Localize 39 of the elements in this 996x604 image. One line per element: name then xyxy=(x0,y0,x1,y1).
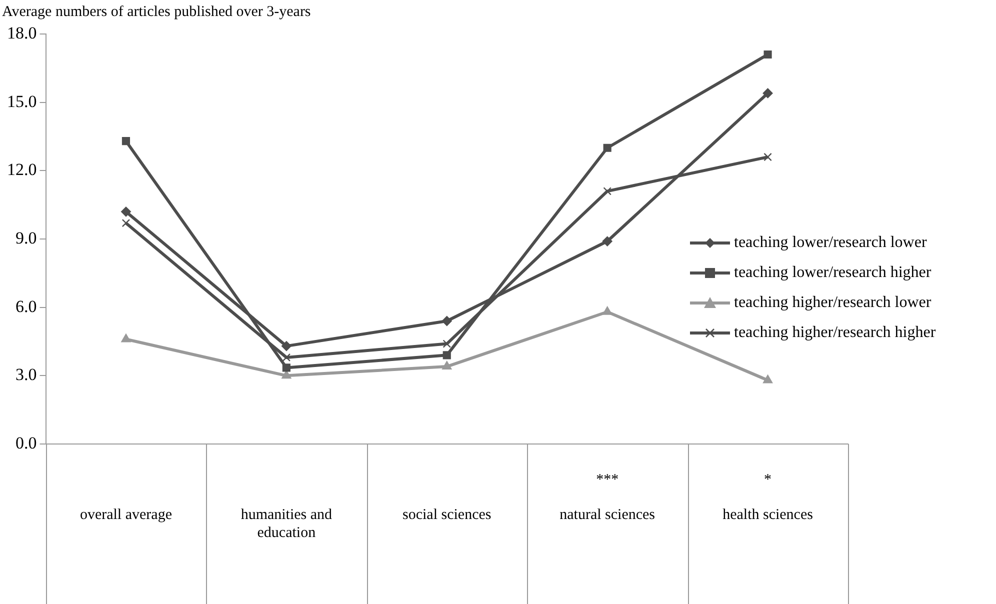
point xyxy=(762,88,773,98)
legend-label: teaching higher/research lower xyxy=(734,294,932,312)
point xyxy=(282,364,290,372)
text: * xyxy=(764,472,772,488)
legend-label: teaching lower/research lower xyxy=(734,234,927,252)
y-axis-title: Average numbers of articles published over 3-years xyxy=(2,4,311,21)
point xyxy=(442,361,452,370)
x-tick-label: natural sciences xyxy=(560,506,656,523)
point xyxy=(603,144,612,152)
y-tick-label: 0.0 xyxy=(16,433,37,452)
point xyxy=(762,374,773,384)
y-tick-label: 18.0 xyxy=(7,23,37,42)
point xyxy=(602,236,612,246)
point xyxy=(282,370,292,379)
point xyxy=(602,306,612,315)
y-tick-label: 12.0 xyxy=(7,160,37,180)
point xyxy=(764,152,772,162)
y-tick-label: 15.0 xyxy=(7,92,37,111)
point xyxy=(442,351,451,360)
point xyxy=(122,218,130,228)
point xyxy=(442,316,452,326)
point xyxy=(121,334,131,342)
x-tick-label: social sciences xyxy=(402,506,492,523)
point xyxy=(282,353,291,362)
x-tick-label: overall average xyxy=(80,506,172,523)
y-tick-label: 3.0 xyxy=(16,365,37,384)
x-tick-label: humanities and education xyxy=(240,506,333,541)
text: *** xyxy=(596,472,619,488)
point xyxy=(120,206,131,217)
point xyxy=(122,137,130,146)
point xyxy=(442,340,452,348)
point xyxy=(764,50,772,59)
legend-label: teaching higher/research higher xyxy=(734,324,936,342)
point xyxy=(603,187,612,196)
y-tick-label: 9.0 xyxy=(16,228,37,248)
x-tick-label: health sciences xyxy=(722,506,814,523)
y-tick-label: 6.0 xyxy=(16,296,37,316)
legend-label: teaching lower/research higher xyxy=(734,264,932,282)
point xyxy=(281,341,292,352)
